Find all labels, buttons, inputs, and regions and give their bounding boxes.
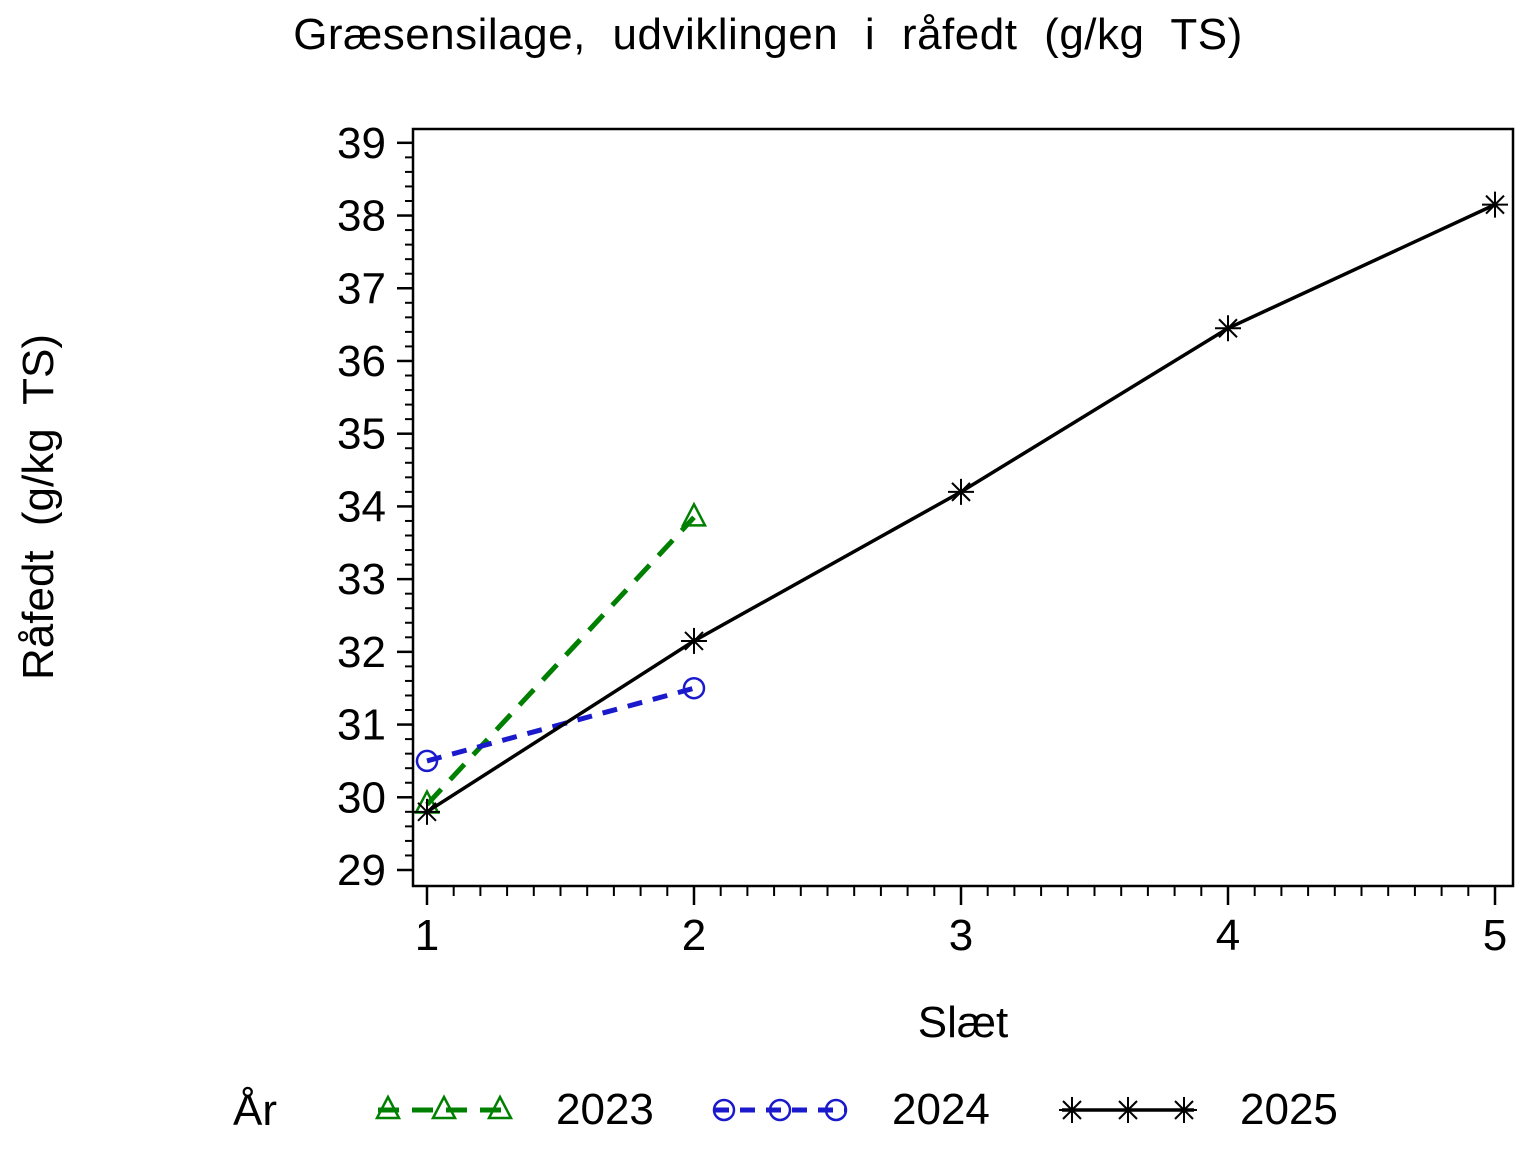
y-tick-label: 34 bbox=[337, 482, 386, 531]
legend-item-2025: 2025 bbox=[1058, 1078, 1338, 1142]
circle-marker-icon bbox=[415, 749, 439, 773]
legend-item-2024: 2024 bbox=[710, 1078, 990, 1142]
y-tick-label: 36 bbox=[337, 337, 386, 386]
y-tick-label: 35 bbox=[337, 410, 386, 459]
y-tick-label: 37 bbox=[337, 264, 386, 313]
y-tick-label: 33 bbox=[337, 555, 386, 604]
circle-marker-icon bbox=[712, 1098, 736, 1122]
series-line bbox=[426, 203, 1496, 814]
y-tick-label: 31 bbox=[337, 701, 386, 750]
y-tick-label: 29 bbox=[337, 846, 386, 895]
asterisk-marker-icon bbox=[417, 802, 437, 822]
legend-swatch-2024-icon bbox=[712, 1098, 848, 1122]
triangle-marker-icon bbox=[680, 501, 708, 527]
legend-label: 2025 bbox=[1240, 1085, 1338, 1134]
x-tick-label: 3 bbox=[949, 911, 973, 960]
x-tick-label: 2 bbox=[682, 911, 706, 960]
triangle-marker-icon bbox=[374, 1094, 402, 1120]
legend-item-2023: 2023 bbox=[374, 1078, 654, 1142]
series-line bbox=[425, 515, 696, 807]
asterisk-marker-icon bbox=[684, 631, 704, 651]
asterisk-marker-icon bbox=[1218, 318, 1238, 338]
chart-title: Græsensilage, udviklingen i råfedt (g/kg… bbox=[293, 10, 1243, 59]
circle-marker-icon bbox=[682, 676, 706, 700]
legend-title: År bbox=[233, 1086, 277, 1135]
y-tick-label: 38 bbox=[337, 192, 386, 241]
asterisk-marker-icon bbox=[1485, 194, 1505, 215]
legend-label: 2023 bbox=[556, 1085, 654, 1134]
legend-label: 2024 bbox=[892, 1085, 990, 1134]
y-tick-label: 39 bbox=[337, 119, 386, 168]
triangle-marker-icon bbox=[486, 1094, 514, 1120]
x-tick-label: 1 bbox=[415, 911, 439, 960]
series-2025 bbox=[413, 191, 1509, 825]
plot-frame bbox=[411, 127, 1515, 888]
legend: År 2023 2024 2025 bbox=[0, 1078, 1536, 1142]
x-tick-label: 5 bbox=[1483, 911, 1507, 960]
asterisk-marker-icon bbox=[1062, 1100, 1082, 1120]
legend-swatch-2025-icon bbox=[1059, 1097, 1197, 1123]
circle-marker-icon bbox=[768, 1098, 792, 1122]
x-axis-title: Slæt bbox=[917, 998, 1009, 1047]
x-tick-label: 4 bbox=[1216, 911, 1240, 960]
y-tick-label: 30 bbox=[337, 773, 386, 822]
y-axis-ticks: 29 30 31 32 33 34 35 36 37 38 39 bbox=[337, 119, 413, 895]
x-axis-ticks: 1 2 3 4 5 bbox=[415, 886, 1507, 960]
legend-swatch-2023-icon bbox=[374, 1094, 514, 1120]
y-tick-label: 32 bbox=[337, 628, 386, 677]
asterisk-marker-icon bbox=[1118, 1100, 1138, 1120]
circle-marker-icon bbox=[824, 1098, 848, 1122]
asterisk-marker-icon bbox=[1174, 1100, 1194, 1120]
series-2023 bbox=[413, 501, 708, 814]
asterisk-marker-icon bbox=[951, 482, 971, 502]
triangle-marker-icon bbox=[430, 1094, 458, 1120]
